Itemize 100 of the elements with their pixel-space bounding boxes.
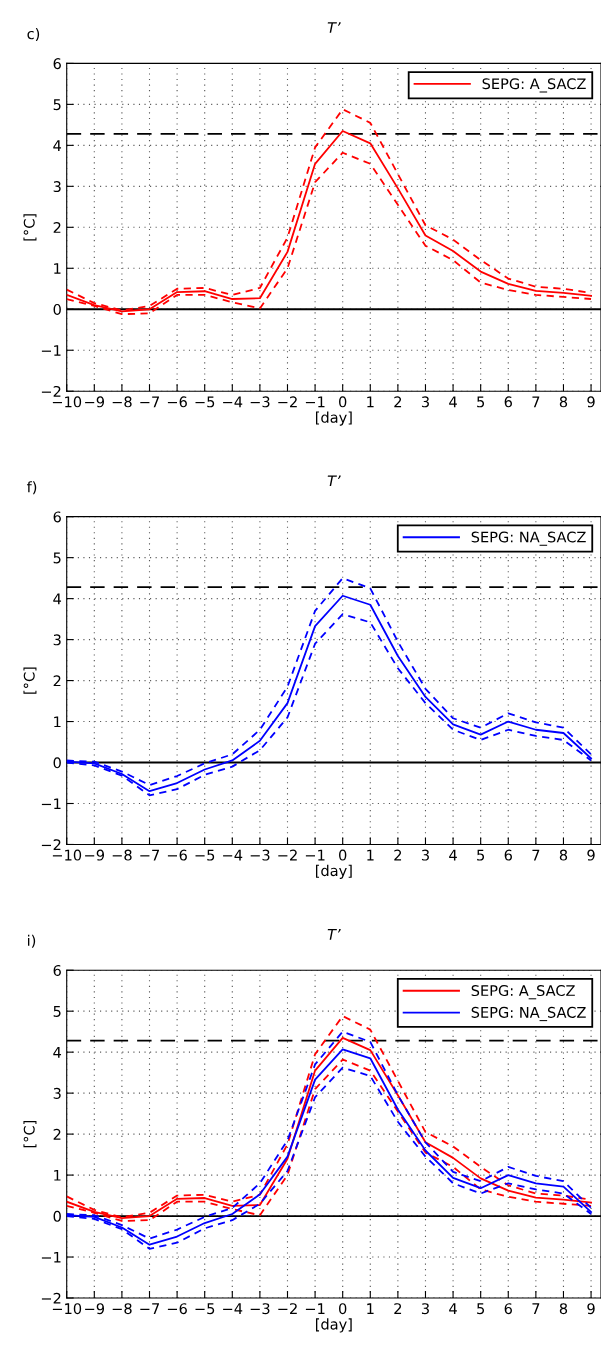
text: f) — [26, 481, 37, 495]
x-tick-label: −3 — [250, 1303, 270, 1315]
y-tick-label: 5 — [53, 99, 61, 111]
x-tick-label: 3 — [421, 1303, 429, 1315]
x-tick-label: −4 — [223, 1303, 243, 1314]
chart-title: T’ — [327, 475, 341, 487]
x-tick-label: 8 — [559, 396, 568, 408]
x-tick-label: 3 — [421, 849, 429, 861]
x-tick-label: −10 — [52, 1303, 82, 1315]
x-tick-label: −9 — [85, 849, 105, 861]
x-tick-label: 7 — [532, 1303, 540, 1314]
y-tick-label: −2 — [41, 385, 61, 397]
x-tick-label: −4 — [223, 849, 243, 861]
x-tick-label: −2 — [278, 1303, 297, 1314]
x-tick-label: −7 — [140, 849, 160, 861]
x-tick-label: 6 — [504, 1303, 512, 1315]
x-tick-label: 6 — [504, 849, 512, 861]
y-tick-label: 0 — [53, 303, 61, 316]
y-tick-label: 3 — [53, 1087, 61, 1099]
x-tick-label: −10 — [52, 396, 82, 408]
x-axis-title: [day] — [316, 411, 352, 426]
x-tick-label: −8 — [112, 849, 132, 861]
text: c) — [27, 28, 40, 41]
y-tick-label: −2 — [41, 839, 61, 851]
y-axis-title: [°C] — [23, 214, 37, 241]
x-tick-label: 2 — [394, 396, 402, 408]
y-tick-label: −1 — [41, 1251, 61, 1263]
x-tick-label: 3 — [421, 396, 429, 408]
x-tick-label: −9 — [85, 1303, 105, 1315]
x-tick-label: 0 — [339, 849, 347, 861]
y-tick-label: 0 — [53, 757, 61, 769]
x-tick-label: −7 — [140, 396, 160, 408]
x-tick-label: 0 — [339, 1303, 347, 1315]
legend-label: SEPG: A_SACZ — [471, 985, 575, 1000]
y-tick-label: 1 — [54, 716, 61, 728]
x-axis-title: [day] — [316, 1318, 352, 1333]
y-tick-label: 6 — [53, 964, 61, 976]
x-tick-label: −1 — [305, 1303, 325, 1314]
x-tick-label: −10 — [52, 849, 82, 861]
x-tick-label: −2 — [278, 396, 297, 408]
x-tick-label: 5 — [477, 396, 485, 408]
x-tick-label: 4 — [449, 1303, 457, 1314]
x-tick-label: 5 — [477, 1303, 485, 1315]
x-tick-label: −5 — [195, 396, 215, 408]
chart-title: T’ — [327, 929, 341, 940]
x-tick-label: 8 — [559, 1303, 568, 1315]
chart-title: T’ — [327, 22, 341, 33]
x-tick-label: −4 — [223, 396, 243, 408]
y-tick-label: 6 — [53, 511, 61, 523]
y-tick-label: 4 — [53, 1047, 62, 1058]
x-tick-label: −6 — [167, 849, 187, 861]
x-tick-label: 8 — [559, 849, 568, 861]
x-tick-label: 7 — [532, 849, 540, 861]
x-tick-label: 9 — [587, 849, 595, 861]
y-tick-label: 0 — [53, 1210, 61, 1222]
x-tick-label: 2 — [394, 1303, 402, 1314]
y-tick-label: 2 — [53, 222, 61, 233]
x-tick-label: 0 — [339, 396, 347, 408]
y-tick-label: 2 — [53, 675, 61, 687]
x-tick-label: 5 — [477, 849, 485, 861]
x-tick-label: −1 — [305, 396, 325, 408]
x-tick-label: −7 — [140, 1303, 160, 1314]
x-tick-label: 1 — [367, 849, 374, 861]
y-tick-label: −2 — [41, 1292, 61, 1304]
x-tick-label: 9 — [587, 396, 595, 408]
y-axis-title: [°C] — [23, 1120, 37, 1148]
y-tick-label: 6 — [53, 58, 61, 70]
y-tick-label: 5 — [53, 1006, 61, 1017]
x-tick-label: 4 — [449, 396, 457, 408]
x-tick-label: −8 — [112, 1303, 132, 1315]
x-tick-label: 4 — [449, 849, 457, 861]
y-tick-label: −1 — [41, 798, 61, 810]
y-tick-label: 4 — [53, 140, 62, 151]
x-tick-label: 2 — [394, 849, 402, 861]
x-tick-label: −6 — [167, 396, 187, 408]
x-axis-title: [day] — [316, 864, 352, 879]
y-axis-title: [°C] — [23, 667, 37, 694]
x-tick-label: −8 — [112, 396, 132, 408]
y-tick-label: −1 — [41, 345, 61, 356]
legend-label: SEPG: NA_SACZ — [471, 531, 586, 546]
legend-label: SEPG: NA_SACZ — [471, 1006, 586, 1022]
x-tick-label: 6 — [504, 396, 512, 408]
y-tick-label: 3 — [53, 181, 61, 193]
y-tick-label: 3 — [53, 634, 61, 646]
y-tick-label: 4 — [53, 593, 62, 605]
x-tick-label: −3 — [250, 396, 270, 408]
x-tick-label: 9 — [587, 1303, 595, 1315]
y-tick-label: 1 — [54, 1169, 61, 1181]
x-tick-label: −2 — [278, 849, 297, 861]
x-tick-label: 1 — [367, 1303, 374, 1314]
y-tick-label: 5 — [53, 552, 61, 564]
y-tick-label: 2 — [53, 1128, 61, 1140]
x-tick-label: −5 — [195, 1303, 215, 1315]
x-tick-label: −9 — [85, 396, 105, 408]
x-tick-label: −1 — [305, 849, 325, 861]
text: i) — [28, 934, 36, 948]
x-tick-label: −6 — [167, 1303, 187, 1315]
y-tick-label: 1 — [54, 263, 61, 274]
legend-label: SEPG: A_SACZ — [482, 78, 586, 93]
x-tick-label: 7 — [532, 396, 540, 408]
